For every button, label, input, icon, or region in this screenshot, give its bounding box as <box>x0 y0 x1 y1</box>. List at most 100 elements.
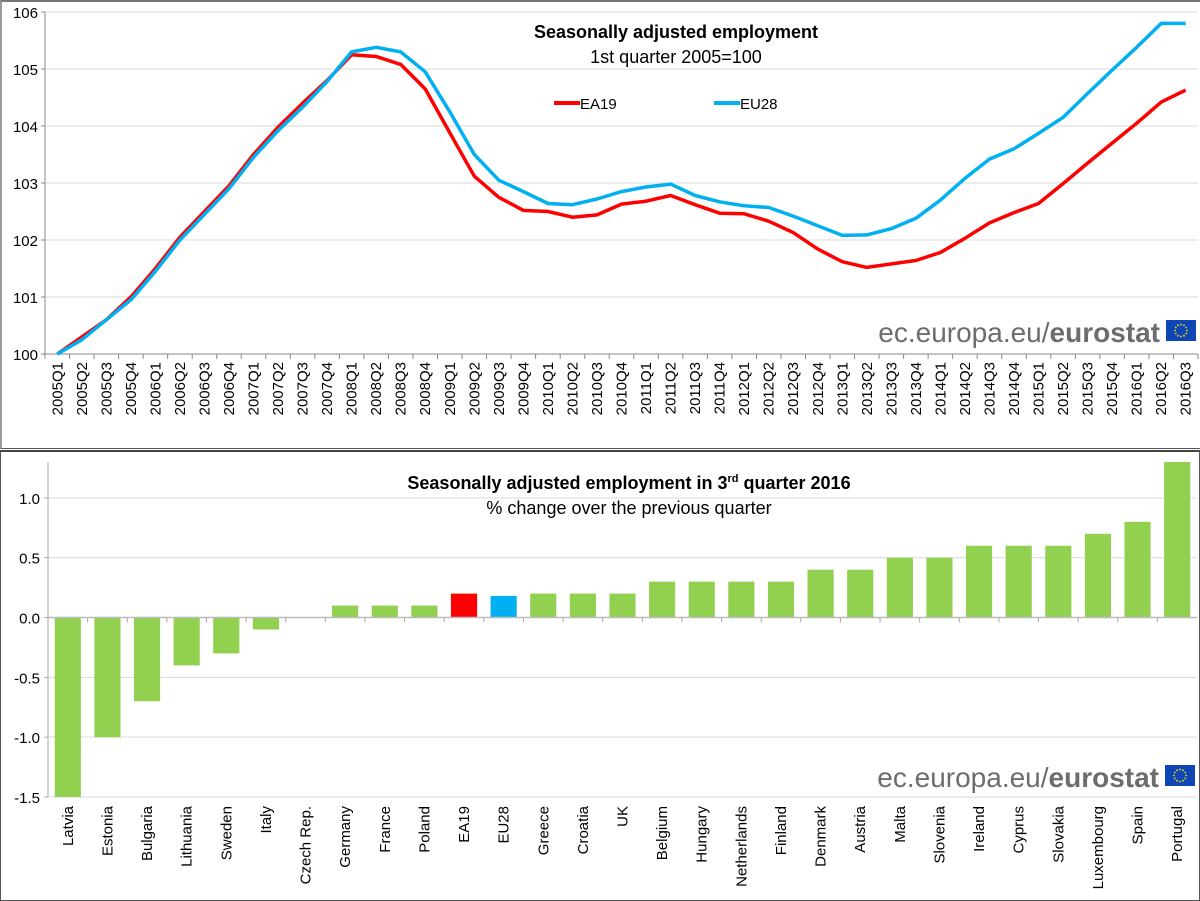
x-tick-label: 2008Q4 <box>417 362 434 415</box>
bar-austria <box>847 569 874 618</box>
bar-portugal <box>1164 462 1191 618</box>
bar-chart: -1.5 -1.0 -0.5 0.0 0.5 1.0 Latvia Estonia Bulga… <box>14 462 1197 889</box>
x-tick-label: Denmark <box>813 806 830 867</box>
x-tick-label: Croatia <box>575 805 592 854</box>
chart-title: Seasonally adjusted employment in 3rd qu… <box>407 473 850 493</box>
bar-slovenia <box>926 557 953 618</box>
eurostat-logo: ec.europa.eu/eurostat <box>878 317 1196 348</box>
x-tick-label: 2005Q1 <box>49 362 66 415</box>
star-icon <box>1184 771 1187 774</box>
bar-hungary <box>688 581 715 618</box>
x-tick-labels: Latvia Estonia Bulgaria Lithuania Sweden Ital… <box>60 805 1186 889</box>
bar-france <box>371 605 398 618</box>
star-icon <box>1185 774 1187 777</box>
y-tick-labels: -1.5 -1.0 -0.5 0.0 0.5 1.0 <box>14 491 40 807</box>
star-icon <box>1176 779 1178 782</box>
line-chart: 100 101 102 103 104 105 106 2005Q1 2005Q2 2005Q3… <box>13 5 1199 415</box>
eu-flag-icon <box>1165 765 1195 786</box>
y-tick-label: 0.0 <box>19 611 40 628</box>
x-tick-label: Finland <box>773 806 790 855</box>
x-tick-label: 2012Q1 <box>736 362 753 415</box>
bar-chart-panel: -1.5 -1.0 -0.5 0.0 0.5 1.0 Latvia Estonia Bulga… <box>0 450 1200 901</box>
star-icon <box>1177 334 1179 337</box>
x-tick-label: 2012Q3 <box>785 362 802 415</box>
x-tick-label: France <box>377 806 394 853</box>
legend-label-eu28: EU28 <box>740 96 778 113</box>
x-tick-label: 2010Q1 <box>540 362 557 415</box>
star-icon <box>1179 768 1181 771</box>
x-tick-label: 2012Q2 <box>761 362 778 415</box>
series-line-ea19 <box>56 53 1187 356</box>
x-tick-label: Bulgaria <box>139 805 156 861</box>
x-tick-label: Belgium <box>654 806 671 860</box>
x-tick-label: 2008Q1 <box>344 362 361 415</box>
star-icon <box>1173 774 1175 777</box>
legend: EA19 EU28 <box>554 96 778 113</box>
eurostat-brand-text: ec.europa.eu/eurostat <box>877 762 1159 793</box>
bar-italy <box>252 617 279 630</box>
y-tick-label: 104 <box>13 119 38 136</box>
x-tick-label: Portugal <box>1169 806 1186 862</box>
star-icon <box>1185 332 1188 335</box>
x-tick-label: Latvia <box>60 805 77 846</box>
bar-spain <box>1124 521 1151 618</box>
x-tick-label: Estonia <box>99 805 116 856</box>
legend-label-ea19: EA19 <box>580 96 617 113</box>
x-tick-label: Austria <box>852 805 869 852</box>
x-tick-label: 2013Q1 <box>834 362 851 415</box>
star-icon <box>1180 323 1182 326</box>
bar-denmark <box>807 569 834 618</box>
bar-netherlands <box>728 581 755 618</box>
star-icon <box>1173 771 1176 774</box>
star-icon <box>1180 335 1182 338</box>
x-tick-label: Hungary <box>694 806 711 863</box>
chart-title: Seasonally adjusted employment <box>534 22 818 42</box>
bars <box>54 462 1191 797</box>
x-tick-label: 2007Q2 <box>270 362 287 415</box>
x-tick-label: 2011Q3 <box>687 362 704 414</box>
x-tick-label: 2007Q3 <box>295 362 312 415</box>
x-tick-label: 2009Q4 <box>515 362 532 415</box>
x-tick-label: 2014Q1 <box>932 362 949 415</box>
axes <box>44 462 1197 798</box>
x-tick-label: 2010Q3 <box>589 362 606 415</box>
x-tick-label: Italy <box>258 806 275 834</box>
x-tick-label: Luxembourg <box>1090 806 1107 889</box>
x-tick-label: Netherlands <box>733 806 750 887</box>
eurostat-brand-text: ec.europa.eu/eurostat <box>878 317 1160 348</box>
bar-finland <box>767 581 795 618</box>
x-tick-label: Greece <box>535 806 552 855</box>
star-icon <box>1184 777 1187 780</box>
star-icon <box>1174 326 1177 329</box>
bar-lithuania <box>173 617 200 666</box>
star-icon <box>1173 777 1176 780</box>
bar-luxembourg <box>1084 533 1112 618</box>
x-tick-label: 2014Q4 <box>1006 362 1023 415</box>
y-tick-label: 1.0 <box>19 491 40 508</box>
x-tick-label: 2015Q3 <box>1080 362 1097 415</box>
x-tick-label: 2014Q3 <box>981 362 998 415</box>
star-icon <box>1182 769 1184 772</box>
eu-stars <box>1174 323 1188 338</box>
x-tick-label: 2005Q3 <box>98 362 115 415</box>
bar-ea19 <box>450 593 478 618</box>
bar-belgium <box>649 581 676 618</box>
x-tick-label: 2006Q3 <box>196 362 213 415</box>
x-tick-label: 2007Q1 <box>246 362 263 415</box>
eu-stars <box>1173 768 1187 783</box>
eurostat-logo: ec.europa.eu/eurostat <box>877 762 1195 793</box>
x-tick-labels: 2005Q1 2005Q2 2005Q3 2005Q4 2006Q1 2006Q2 2006… <box>49 362 1194 415</box>
x-tick-label: 2009Q3 <box>491 362 508 415</box>
y-tick-label: -1.5 <box>14 790 40 807</box>
x-tick-label: 2005Q2 <box>74 362 91 415</box>
x-tick-label: Slovenia <box>931 805 948 863</box>
bar-malta <box>886 557 913 618</box>
x-tick-label: 2006Q4 <box>221 362 238 415</box>
x-tick-label: 2012Q4 <box>810 362 827 415</box>
x-tick-label: 2007Q4 <box>319 362 336 415</box>
star-icon <box>1185 326 1188 329</box>
star-icon <box>1186 329 1188 332</box>
y-tick-label: 102 <box>13 233 38 250</box>
x-tick-label: 2006Q2 <box>172 362 189 415</box>
star-icon <box>1183 334 1185 337</box>
